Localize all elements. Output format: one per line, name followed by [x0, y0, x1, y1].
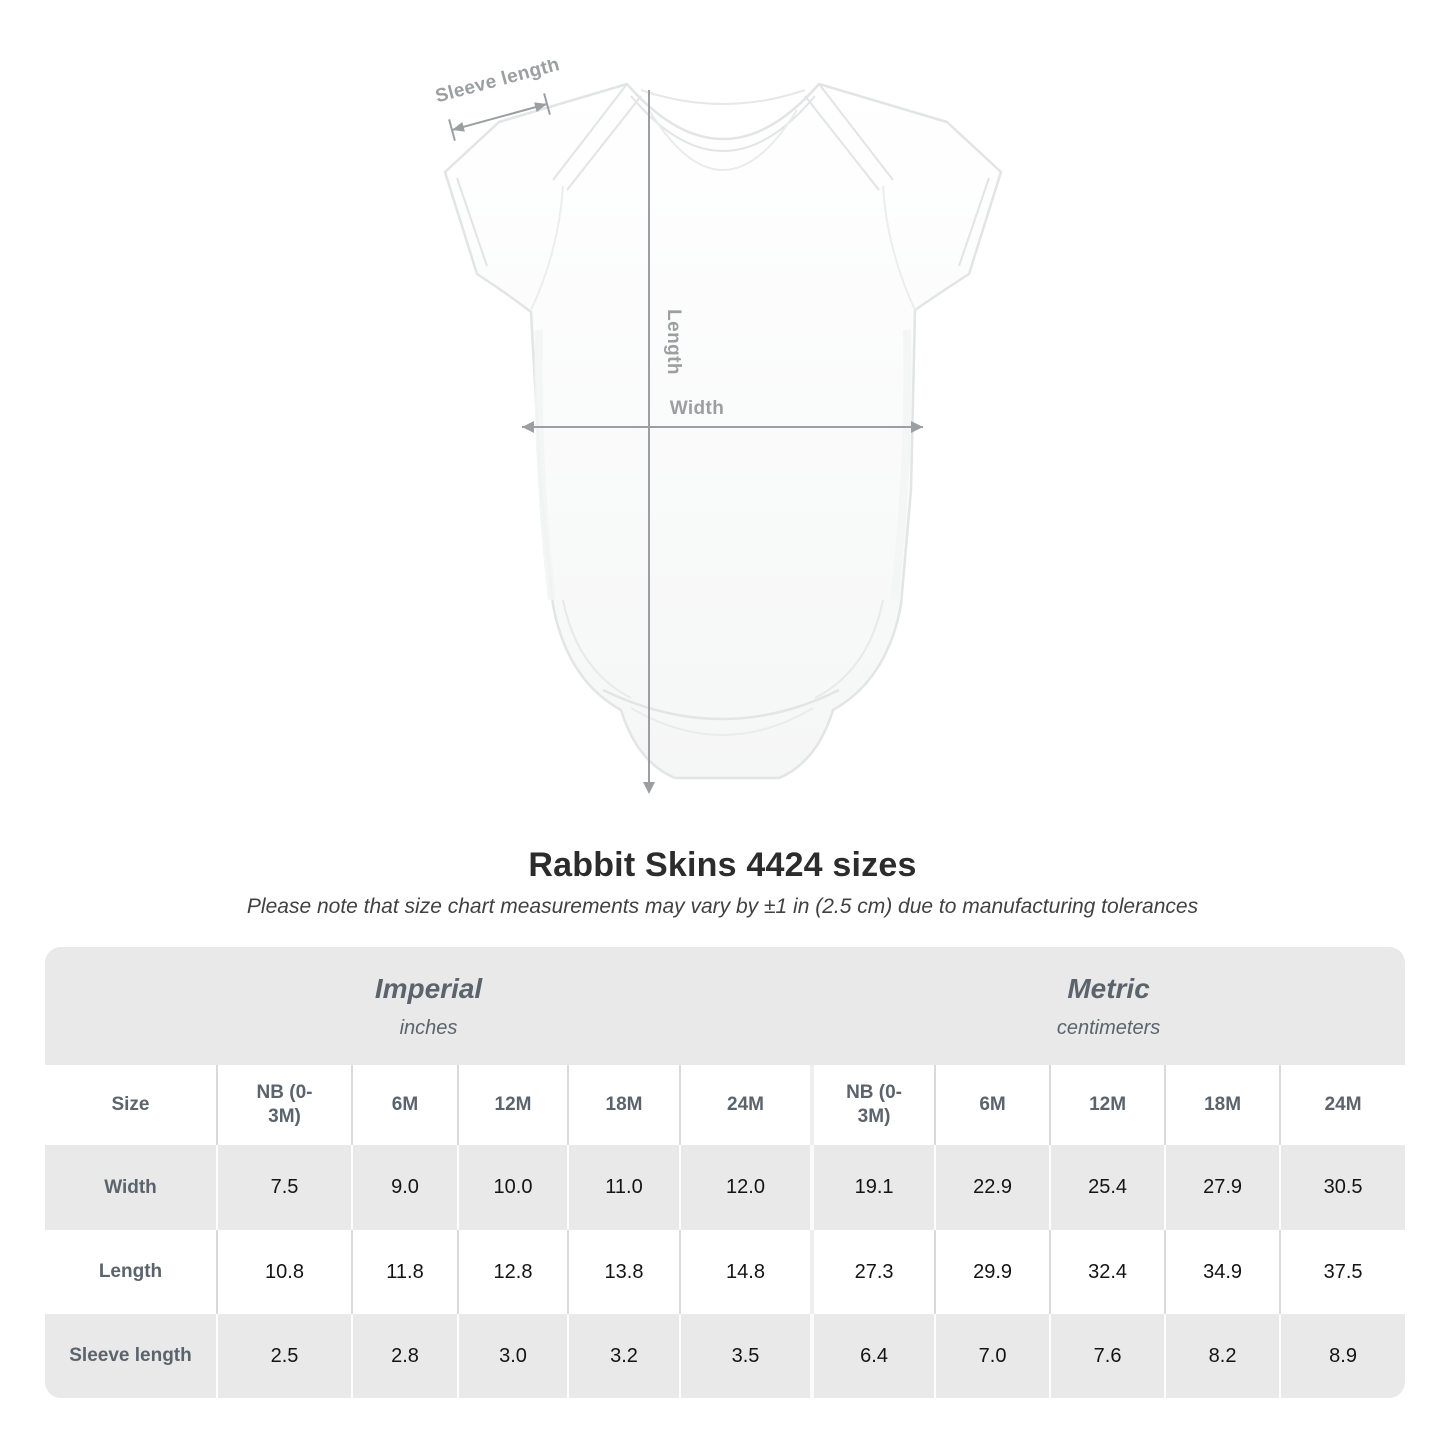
- value-cell: 12.8: [457, 1230, 568, 1314]
- value-cell: 32.4: [1049, 1230, 1166, 1314]
- value-cell: 13.8: [567, 1230, 680, 1314]
- size-col-header: 6M: [934, 1065, 1051, 1145]
- size-col-header: 18M: [1164, 1065, 1281, 1145]
- size-table: Imperial inches Metric centimeters Size …: [45, 947, 1405, 1398]
- metric-unit: centimeters: [1056, 1016, 1161, 1039]
- value-cell: 2.8: [351, 1314, 458, 1398]
- value-cell: 3.5: [678, 1314, 813, 1398]
- value-cell: 6.4: [810, 1314, 936, 1398]
- value-cell: 25.4: [1049, 1145, 1166, 1230]
- value-cell: 29.9: [934, 1230, 1051, 1314]
- length-label: Length: [663, 309, 684, 375]
- row-label: Length: [45, 1230, 217, 1314]
- value-cell: 10.0: [457, 1145, 568, 1230]
- imperial-title: Imperial: [374, 972, 483, 1004]
- sleeve-length-arrow: [451, 103, 548, 131]
- value-cell: 11.8: [351, 1230, 458, 1314]
- imperial-unit: inches: [399, 1016, 458, 1039]
- onesie-diagram: Sleeve length Length Width: [435, 60, 1003, 794]
- size-corner-label: Size: [45, 1065, 217, 1145]
- value-cell: 27.9: [1164, 1145, 1281, 1230]
- value-cell: 2.5: [216, 1314, 352, 1398]
- table-row-sleeve-length: Sleeve length 2.5 2.8 3.0 3.2 3.5 6.4 7.…: [45, 1314, 1405, 1398]
- value-cell: 30.5: [1279, 1145, 1405, 1230]
- sleeve-length-label: Sleeve length: [435, 60, 562, 107]
- arrowheads: [452, 102, 923, 794]
- size-col-header: 24M: [1279, 1065, 1405, 1145]
- row-label: Width: [45, 1145, 217, 1230]
- value-cell: 9.0: [351, 1145, 458, 1230]
- onesie-body: [443, 82, 1003, 780]
- value-cell: 7.5: [216, 1145, 352, 1230]
- value-cell: 10.8: [216, 1230, 352, 1314]
- heading: Rabbit Skins 4424 sizes Please note that…: [0, 846, 1445, 919]
- size-col-header: NB (0-3M): [216, 1065, 352, 1145]
- value-cell: 11.0: [567, 1145, 680, 1230]
- value-cell: 7.0: [934, 1314, 1051, 1398]
- value-cell: 3.2: [567, 1314, 680, 1398]
- size-col-header: 12M: [1049, 1065, 1166, 1145]
- size-col-header: 18M: [567, 1065, 680, 1145]
- row-label: Sleeve length: [45, 1314, 217, 1398]
- tolerance-note: Please note that size chart measurements…: [246, 895, 1199, 918]
- value-cell: 8.2: [1164, 1314, 1281, 1398]
- table-row-width: Width 7.5 9.0 10.0 11.0 12.0 19.1 22.9 2…: [45, 1145, 1405, 1230]
- table-row-length: Length 10.8 11.8 12.8 13.8 14.8 27.3 29.…: [45, 1230, 1405, 1314]
- value-cell: 37.5: [1279, 1230, 1405, 1314]
- value-cell: 19.1: [810, 1145, 936, 1230]
- size-header-row: Size NB (0-3M) 6M 12M 18M 24M NB (0-3M) …: [45, 1065, 1405, 1145]
- metric-group-header: Metric centimeters: [812, 947, 1405, 1065]
- size-col-header: 24M: [678, 1065, 813, 1145]
- value-cell: 22.9: [934, 1145, 1051, 1230]
- value-cell: 27.3: [810, 1230, 936, 1314]
- width-label: Width: [670, 398, 725, 419]
- value-cell: 8.9: [1279, 1314, 1405, 1398]
- size-col-header: NB (0-3M): [810, 1065, 936, 1145]
- size-col-header: 12M: [457, 1065, 568, 1145]
- page-title: Rabbit Skins 4424 sizes: [528, 846, 917, 884]
- unit-group-row: Imperial inches Metric centimeters: [45, 947, 1405, 1065]
- size-col-header: 6M: [351, 1065, 458, 1145]
- value-cell: 12.0: [678, 1145, 813, 1230]
- value-cell: 34.9: [1164, 1230, 1281, 1314]
- imperial-group-header: Imperial inches: [45, 947, 813, 1065]
- value-cell: 3.0: [457, 1314, 568, 1398]
- value-cell: 7.6: [1049, 1314, 1166, 1398]
- value-cell: 14.8: [678, 1230, 813, 1314]
- metric-title: Metric: [1067, 972, 1150, 1004]
